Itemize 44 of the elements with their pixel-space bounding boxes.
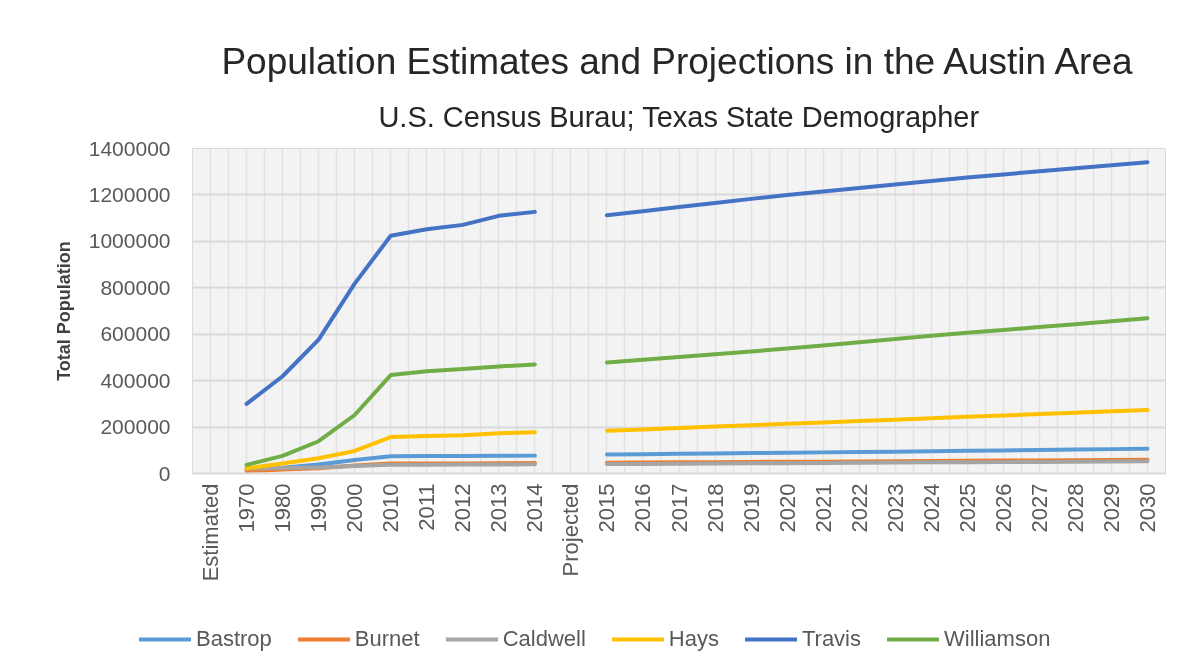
x-tick-label: 2022 xyxy=(846,483,872,533)
chart-subtitle: U.S. Census Burau; Texas State Demographer xyxy=(378,100,980,133)
x-tick-label: 2013 xyxy=(486,483,512,533)
legend-label: Bastrop xyxy=(196,626,272,652)
x-tick-label: 2000 xyxy=(342,483,368,533)
x-tick-label: Projected xyxy=(558,483,584,577)
x-tick-label: 2023 xyxy=(882,483,908,533)
legend-label: Burnet xyxy=(354,626,420,652)
x-tick-label: 2026 xyxy=(990,483,1016,533)
x-tick-label: 2030 xyxy=(1134,483,1160,533)
x-tick-label: 2029 xyxy=(1098,483,1124,533)
x-tick-label: 2010 xyxy=(378,483,404,533)
legend-label: Travis xyxy=(801,626,862,652)
y-tick-label: 200000 xyxy=(100,415,171,439)
x-tick-label: 2028 xyxy=(1062,483,1088,533)
x-tick-label: 1980 xyxy=(270,483,296,533)
x-tick-label: 1990 xyxy=(306,483,332,533)
y-tick-label: 600000 xyxy=(100,322,171,346)
x-tick-label: 2018 xyxy=(702,483,728,533)
y-tick-label: 1200000 xyxy=(88,182,171,206)
y-axis-title: Total Population xyxy=(53,241,74,381)
x-tick-label: 2024 xyxy=(918,483,944,533)
x-tick-label: 1970 xyxy=(234,483,260,533)
x-tick-label: 2012 xyxy=(450,483,476,533)
x-tick-label: 2027 xyxy=(1026,483,1052,533)
legend-label: Williamson xyxy=(944,626,1051,652)
chart-title: Population Estimates and Projections in the Austin Area xyxy=(221,40,1133,82)
x-tick-label: Estimated xyxy=(198,483,224,582)
y-tick-label: 400000 xyxy=(100,368,171,392)
x-tick-label: 2025 xyxy=(954,483,980,533)
x-tick-label: 2011 xyxy=(414,483,440,531)
x-tick-label: 2019 xyxy=(738,483,764,533)
x-tick-label: 2015 xyxy=(594,483,620,533)
legend-label: Caldwell xyxy=(502,626,586,652)
legend-label: Hays xyxy=(668,626,719,652)
y-tick-label: 1400000 xyxy=(88,136,171,160)
x-tick-label: 2020 xyxy=(774,483,800,533)
y-tick-label: 0 xyxy=(158,461,171,485)
y-tick-label: 800000 xyxy=(100,275,171,299)
x-tick-label: 2021 xyxy=(810,483,836,533)
y-tick-label: 1000000 xyxy=(88,229,171,253)
x-tick-label: 2017 xyxy=(666,483,692,533)
x-tick-label: 2016 xyxy=(630,483,656,533)
x-tick-label: 2014 xyxy=(522,483,548,533)
